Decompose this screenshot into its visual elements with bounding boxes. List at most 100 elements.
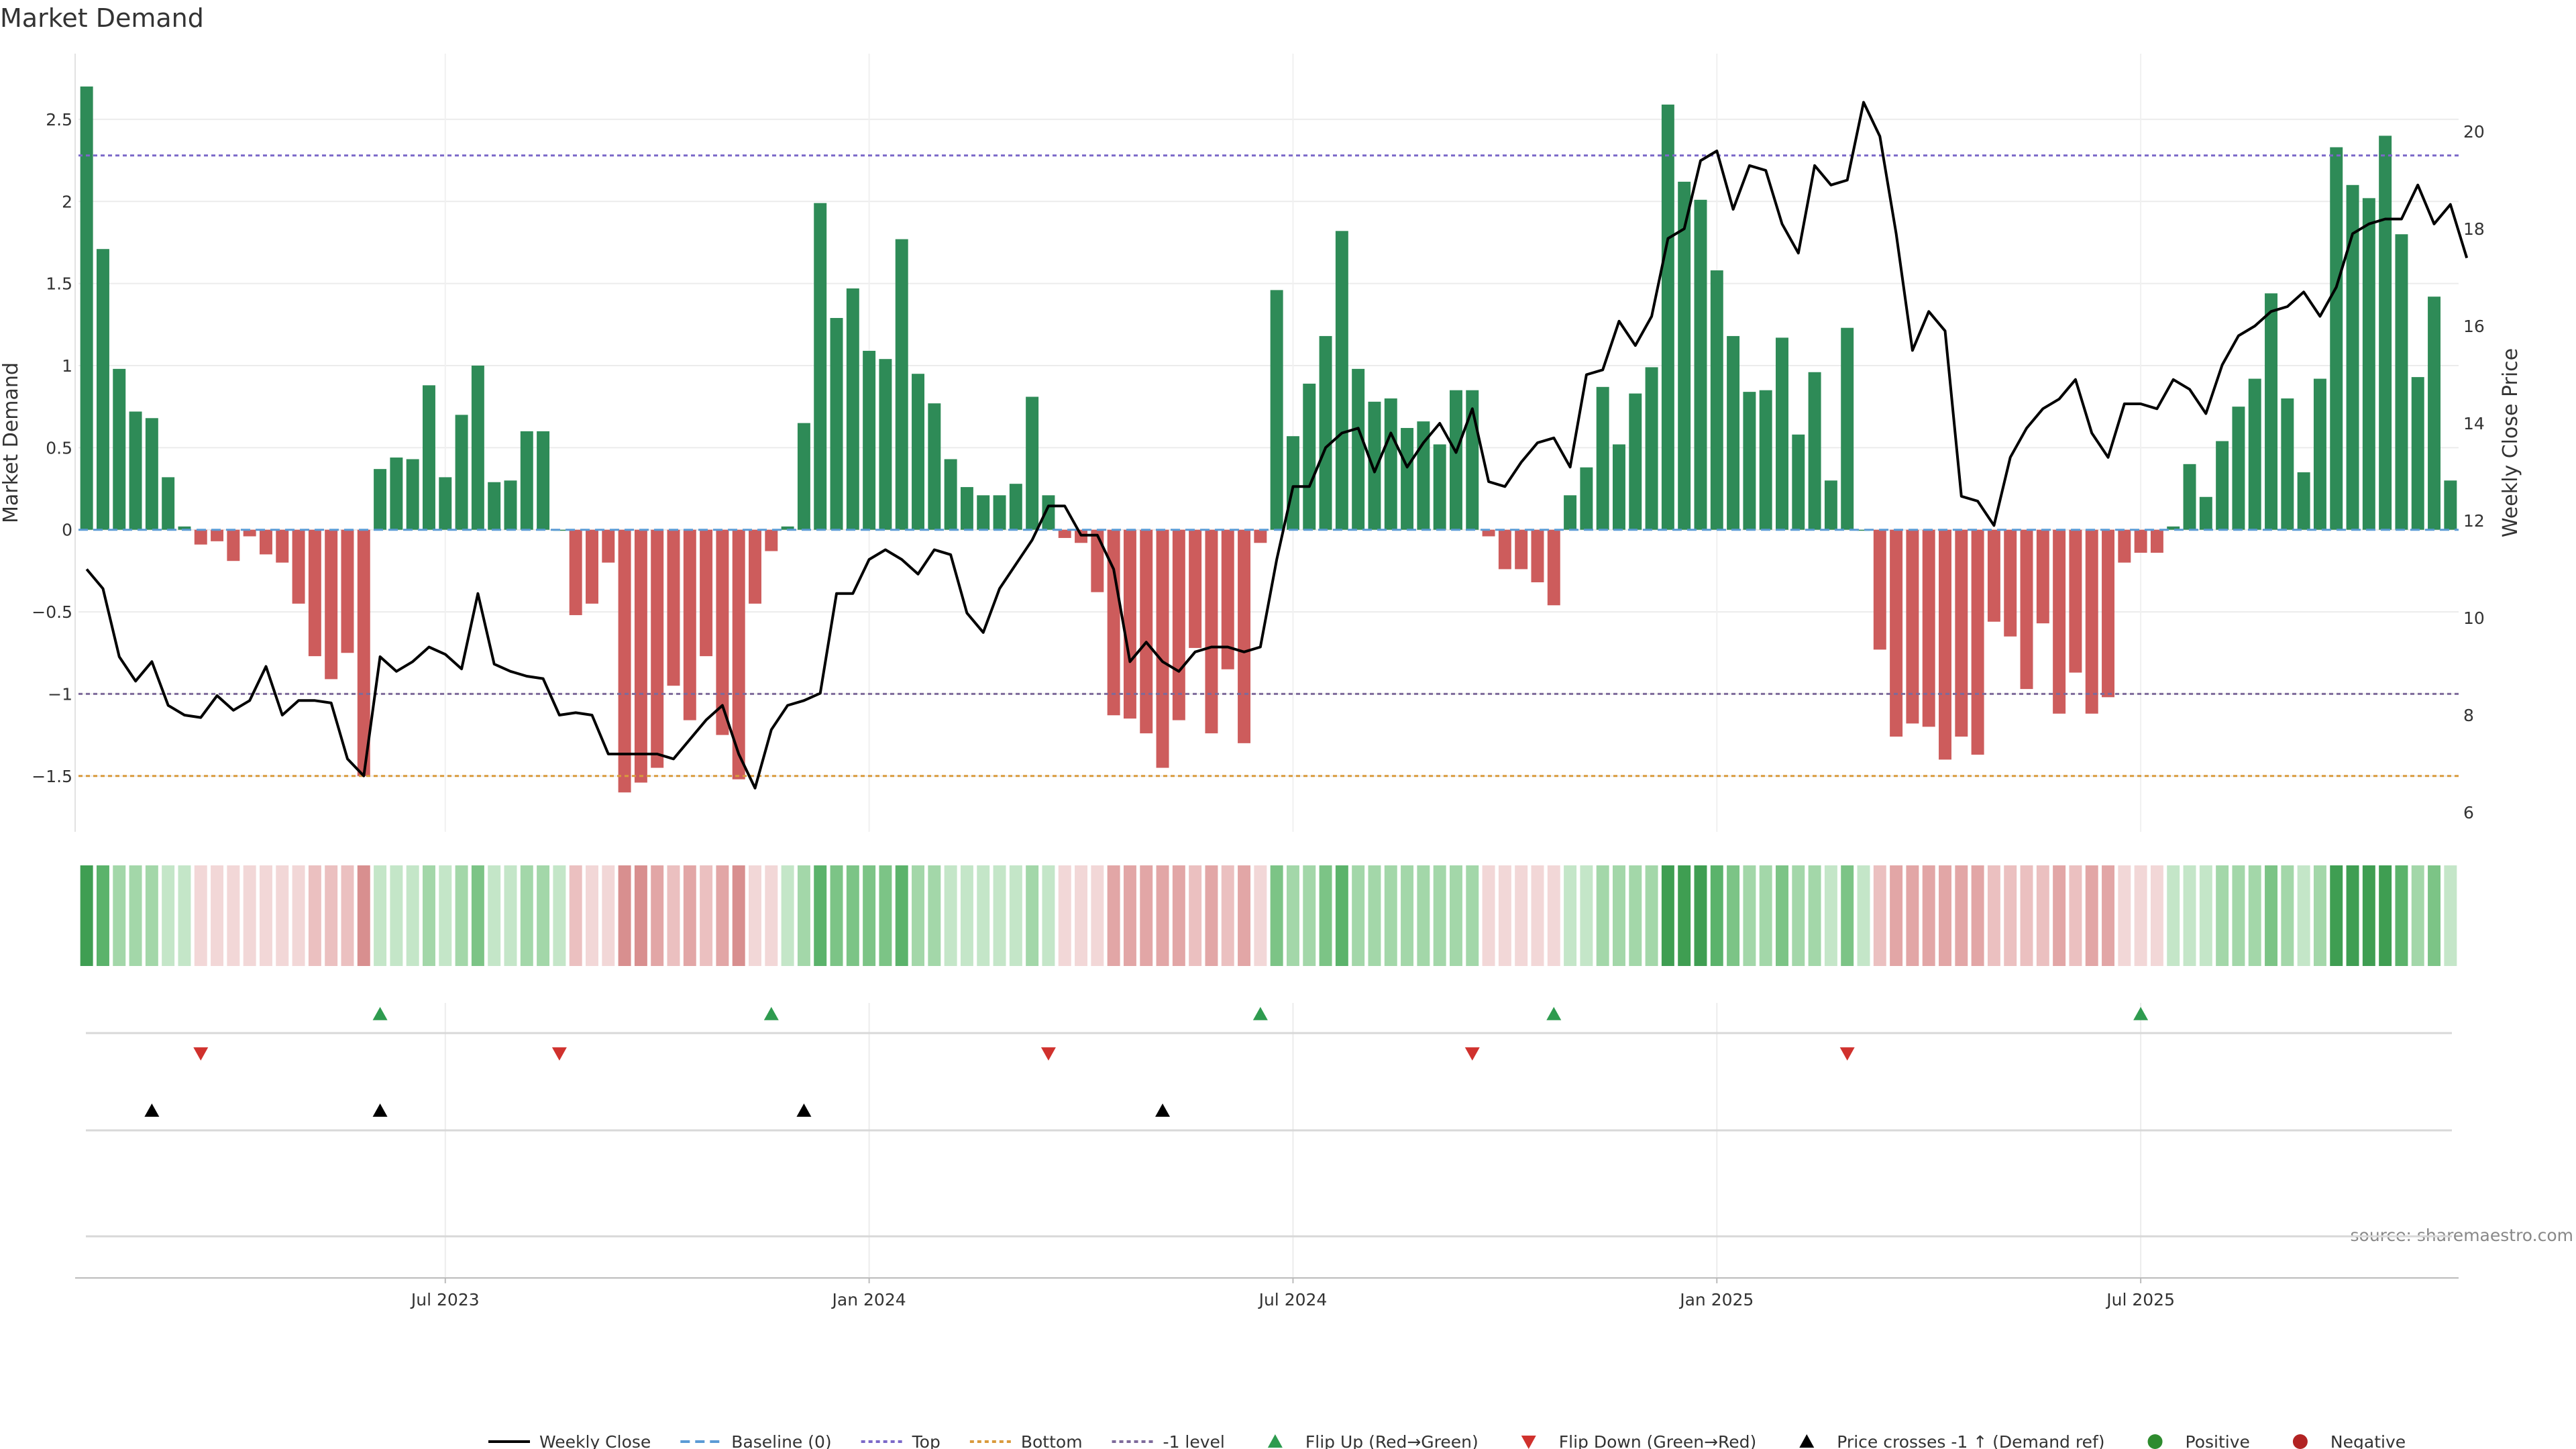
demand-bar bbox=[895, 239, 908, 530]
heat-cell bbox=[634, 865, 647, 966]
heat-cell bbox=[439, 865, 452, 966]
demand-bar bbox=[863, 350, 876, 530]
left-tick-label: 1 bbox=[62, 356, 72, 376]
demand-bar bbox=[1710, 270, 1723, 530]
demand-bar bbox=[1596, 386, 1609, 530]
demand-bar bbox=[80, 86, 93, 530]
demand-bar bbox=[1433, 444, 1446, 530]
heat-cell bbox=[1384, 865, 1397, 966]
demand-bar bbox=[732, 529, 745, 780]
heat-cell bbox=[2004, 865, 2017, 966]
heat-cell bbox=[1107, 865, 1120, 966]
demand-bar bbox=[716, 529, 729, 735]
x-axis: Jul 2023 Jan 2024 Jul 2024 Jan 2025 Jul 2025 bbox=[75, 1277, 2459, 1309]
demand-bar bbox=[2411, 377, 2424, 530]
demand-bar bbox=[1971, 529, 1984, 755]
demand-bar bbox=[1792, 434, 1805, 530]
heat-cell bbox=[602, 865, 615, 966]
demand-bar bbox=[1107, 529, 1120, 716]
demand-bar bbox=[357, 529, 370, 776]
legend-label: -1 level bbox=[1163, 1432, 1225, 1449]
flip-down-marker bbox=[1464, 1047, 1480, 1061]
heat-cell bbox=[488, 865, 501, 966]
left-tick-label: −1.5 bbox=[32, 767, 72, 786]
heat-cell bbox=[683, 865, 696, 966]
demand-bar bbox=[700, 529, 713, 657]
demand-bar bbox=[520, 431, 533, 530]
heat-cell bbox=[2379, 865, 2392, 966]
demand-bar bbox=[178, 526, 191, 530]
heat-cell bbox=[374, 865, 387, 966]
demand-heat-strip bbox=[80, 865, 2457, 966]
demand-bar bbox=[2069, 529, 2082, 673]
demand-bar bbox=[2395, 234, 2408, 530]
flip-up-marker bbox=[763, 1007, 779, 1020]
heat-cell bbox=[1352, 865, 1365, 966]
demand-bar bbox=[1678, 181, 1691, 530]
heat-cell bbox=[1629, 865, 1642, 966]
heat-cell bbox=[1498, 865, 1511, 966]
demand-bar bbox=[1140, 529, 1153, 734]
heat-cell bbox=[1694, 865, 1707, 966]
demand-bar bbox=[1694, 199, 1707, 530]
heat-cell bbox=[2395, 865, 2408, 966]
demand-bar bbox=[325, 529, 338, 680]
legend-item-top: Top bbox=[861, 1432, 941, 1449]
demand-bar bbox=[1808, 372, 1821, 530]
heat-cell bbox=[162, 865, 175, 966]
flip-down-marker bbox=[193, 1047, 209, 1061]
heat-cell bbox=[2313, 865, 2326, 966]
demand-bar bbox=[145, 418, 158, 530]
heat-cell bbox=[1075, 865, 1088, 966]
heat-cell bbox=[2167, 865, 2180, 966]
demand-bar bbox=[879, 359, 892, 530]
heat-cell bbox=[2362, 865, 2375, 966]
flip-up-marker bbox=[372, 1007, 388, 1020]
legend-label: Negative bbox=[2330, 1432, 2406, 1449]
demand-bar bbox=[341, 529, 354, 653]
heat-cell bbox=[2346, 865, 2359, 966]
heat-cell bbox=[276, 865, 289, 966]
demand-bar bbox=[1580, 467, 1593, 530]
heat-cell bbox=[96, 865, 109, 966]
demand-bar bbox=[1841, 327, 1854, 530]
price-cross-marker bbox=[1155, 1104, 1171, 1117]
heat-cell bbox=[586, 865, 598, 966]
demand-bars bbox=[80, 86, 2457, 793]
heat-cell bbox=[406, 865, 419, 966]
heat-cell bbox=[1205, 865, 1218, 966]
heat-cell bbox=[2036, 865, 2049, 966]
legend-label: Bottom bbox=[1021, 1432, 1083, 1449]
heat-cell bbox=[2265, 865, 2278, 966]
heat-cell bbox=[1238, 865, 1251, 966]
demand-bar bbox=[243, 529, 256, 537]
heat-cell bbox=[537, 865, 550, 966]
demand-bar bbox=[2297, 472, 2310, 530]
heat-cell bbox=[1123, 865, 1136, 966]
heat-cell bbox=[243, 865, 256, 966]
demand-bar bbox=[227, 529, 240, 561]
demand-bar bbox=[2199, 496, 2212, 530]
right-tick-label: 16 bbox=[2463, 317, 2485, 336]
heat-cell bbox=[504, 865, 517, 966]
heat-cell bbox=[1971, 865, 1984, 966]
heat-cell bbox=[781, 865, 794, 966]
demand-bar bbox=[537, 431, 550, 530]
heat-cell bbox=[553, 865, 566, 966]
demand-bar bbox=[814, 203, 827, 530]
heat-cell bbox=[390, 865, 403, 966]
demand-bar bbox=[1629, 393, 1642, 530]
demand-bar bbox=[912, 374, 924, 530]
heat-cell bbox=[145, 865, 158, 966]
demand-bar bbox=[1205, 529, 1218, 734]
x-tick-label: Jul 2025 bbox=[2105, 1290, 2175, 1309]
demand-bar bbox=[846, 288, 859, 530]
heat-cell bbox=[1515, 865, 1528, 966]
heat-cell bbox=[732, 865, 745, 966]
demand-bar bbox=[1238, 529, 1251, 743]
heat-cell bbox=[1286, 865, 1299, 966]
demand-bar bbox=[455, 415, 468, 530]
heat-cell bbox=[308, 865, 321, 966]
heat-cell bbox=[2020, 865, 2033, 966]
heat-cell bbox=[1172, 865, 1185, 966]
